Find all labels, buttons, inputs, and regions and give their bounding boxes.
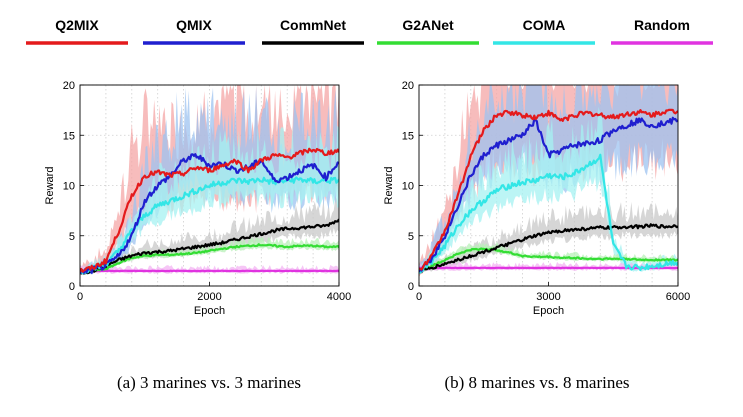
legend-label: QMIX	[176, 17, 212, 33]
ticks: 0 3000 6000 0 5 10 15 20	[402, 80, 690, 303]
legend-item-q2mix: Q2MIX	[26, 17, 128, 45]
legend-item-random: Random	[611, 17, 713, 45]
series-line-commnet	[80, 218, 339, 275]
series-line-commnet	[419, 223, 678, 274]
y-tick-label: 10	[402, 181, 414, 193]
x-axis-label: Epoch	[533, 305, 564, 317]
series-line-qmix	[80, 153, 339, 275]
series-line-coma	[80, 176, 339, 275]
legend-item-coma: COMA	[493, 17, 595, 45]
y-axis-label: Reward	[44, 167, 56, 205]
band-coma	[419, 106, 678, 275]
series-line-coma	[419, 153, 678, 274]
series-line-g2anet	[419, 247, 678, 273]
x-tick-label: 6000	[666, 291, 690, 303]
x-tick-label: 0	[416, 291, 422, 303]
band-commnet	[419, 201, 678, 276]
series-line-qmix	[419, 116, 678, 273]
y-tick-label: 10	[63, 181, 75, 193]
legend-label: Q2MIX	[55, 17, 99, 33]
legend-item-g2anet: G2ANet	[377, 17, 479, 45]
series-line-q2mix	[419, 108, 678, 271]
ticks: 0 2000 4000 0 5 10 15 20	[63, 80, 351, 303]
y-tick-label: 20	[402, 80, 414, 92]
series-line-g2anet	[80, 243, 339, 273]
x-axis-label: Epoch	[194, 305, 225, 317]
series-lines	[80, 147, 339, 275]
y-axis-label: Reward	[383, 167, 395, 205]
legend-label: G2ANet	[402, 17, 454, 33]
subplot-a: 0 2000 4000 0 5 10 15 20 Epoch Reward (a) 3 marine…	[44, 80, 351, 392]
y-tick-label: 5	[69, 231, 75, 243]
legend-item-commnet: CommNet	[262, 17, 364, 45]
x-tick-label: 4000	[327, 291, 351, 303]
series-lines	[419, 108, 678, 274]
x-tick-label: 3000	[536, 291, 560, 303]
legend: Q2MIX QMIX CommNet G2ANet COMA Random	[26, 17, 713, 45]
legend-label: COMA	[523, 17, 566, 33]
subplot-caption: (b) 8 marines vs. 8 marines	[444, 373, 629, 392]
x-tick-label: 2000	[197, 291, 221, 303]
y-tick-label: 0	[69, 281, 75, 293]
y-tick-label: 20	[63, 80, 75, 92]
y-tick-label: 15	[63, 130, 75, 142]
subplot-caption: (a) 3 marines vs. 3 marines	[117, 373, 301, 392]
subplot-b: 0 3000 6000 0 5 10 15 20 Epoch Reward (b) 8 marine…	[383, 80, 690, 392]
x-tick-label: 0	[77, 291, 83, 303]
band-coma	[80, 125, 339, 275]
series-line-q2mix	[80, 147, 339, 273]
y-tick-label: 15	[402, 130, 414, 142]
legend-item-qmix: QMIX	[143, 17, 245, 45]
legend-label: CommNet	[280, 17, 346, 33]
legend-label: Random	[634, 17, 690, 33]
y-tick-label: 5	[408, 231, 414, 243]
y-tick-label: 0	[408, 281, 414, 293]
